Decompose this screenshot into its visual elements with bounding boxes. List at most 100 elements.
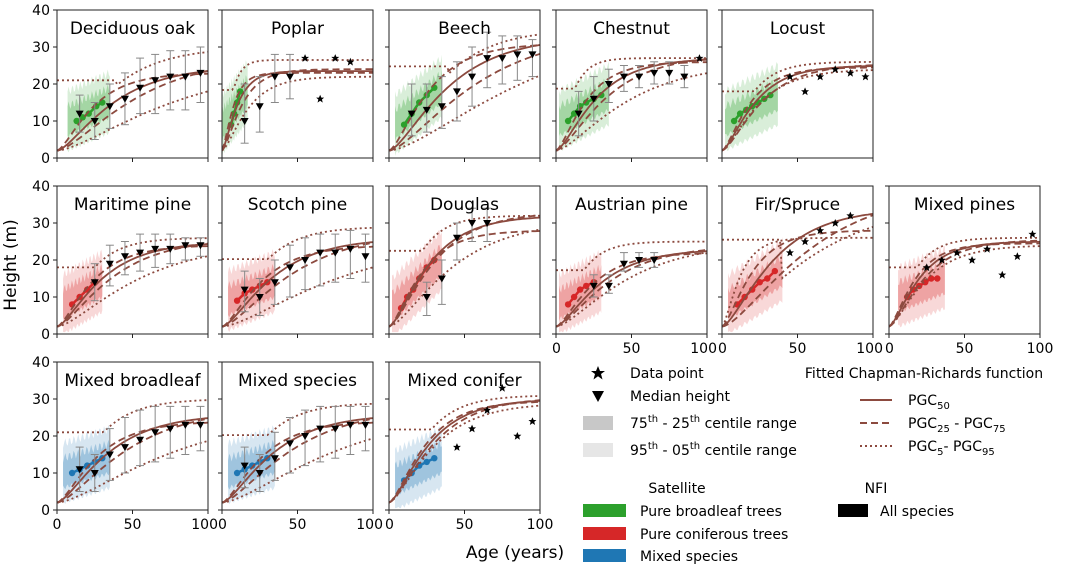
fit-curve-p05	[889, 245, 1040, 328]
median-height-marker	[604, 282, 613, 290]
median-height-marker	[316, 425, 325, 433]
satellite-median-line	[751, 281, 761, 291]
data-point-star	[831, 219, 840, 227]
median-height-marker	[422, 294, 431, 301]
panel-plot-area	[556, 240, 707, 333]
x-tick-label: 50	[623, 341, 641, 357]
panel-grid: 0 10 20 30 40 Deciduous oak Poplar Beech Chestnu…	[32, 3, 1053, 533]
fit-curve-p75	[389, 214, 540, 328]
x-tick-label: 100	[1027, 341, 1054, 357]
y-tick-label: 10	[32, 290, 50, 306]
fit-curve-p75	[222, 417, 373, 504]
median-height-marker	[604, 81, 613, 88]
satellite-median-line	[95, 101, 103, 108]
band-95-05	[559, 61, 609, 151]
fit-curve-p95	[722, 61, 873, 93]
panel-plot-area	[389, 383, 540, 509]
fit-curve-p05	[222, 437, 373, 504]
x-tick-label: 0	[552, 341, 561, 357]
y-tick-label: 20	[32, 77, 50, 93]
fit-curve-p50	[556, 58, 707, 152]
satellite-median-line	[567, 296, 576, 306]
panel-poplar: Poplar	[218, 9, 374, 162]
legend-title-nfi: NFI	[865, 481, 888, 497]
satellite-median-line	[236, 468, 246, 475]
fit-curve-p25	[722, 229, 873, 328]
fit-curve-p95	[222, 226, 373, 260]
triangle-down-icon	[592, 391, 604, 402]
median-height-marker	[196, 69, 205, 77]
median-height-marker	[181, 73, 190, 81]
fit-curve-p50	[222, 417, 373, 504]
x-tick-label: 100	[356, 517, 383, 533]
median-height-marker	[680, 73, 689, 81]
median-height-marker	[316, 249, 325, 257]
legend-label-data-point: Data point	[630, 366, 704, 382]
panel-plot-area	[57, 46, 208, 153]
satellite-median-line	[585, 281, 595, 288]
median-height-marker	[301, 433, 310, 440]
median-height-marker	[255, 470, 264, 477]
legend-item-mixed: Mixed species	[583, 549, 738, 565]
median-height-marker	[513, 51, 522, 59]
data-point-star	[468, 424, 477, 433]
median-height-marker	[407, 110, 416, 118]
fit-curve-p95	[389, 395, 540, 431]
data-point-star	[801, 87, 810, 96]
fit-curve-p50	[222, 70, 373, 151]
median-height-marker	[120, 444, 129, 452]
data-point-star	[998, 270, 1007, 279]
median-height-marker	[136, 436, 145, 444]
median-height-marker	[361, 421, 370, 429]
median-height-marker	[483, 220, 492, 227]
legend-label-nfi: All species	[880, 504, 954, 520]
x-tick-label: 100	[856, 341, 883, 357]
x-tick-label: 0	[885, 341, 894, 357]
median-height-marker	[166, 425, 175, 433]
fit-curve-p05	[556, 251, 707, 328]
star-icon	[591, 366, 605, 380]
median-height-marker	[136, 249, 145, 257]
median-height-marker	[437, 103, 446, 111]
median-height-marker	[346, 245, 355, 253]
fit-curve-p50	[389, 44, 540, 152]
fit-curve-p95	[556, 57, 707, 90]
fit-curve-p05	[389, 74, 540, 152]
data-point-star	[483, 406, 492, 414]
median-height-marker	[90, 470, 99, 477]
data-point-star	[937, 256, 946, 264]
panel-plot-area	[222, 402, 373, 505]
median-height-marker	[120, 253, 129, 261]
satellite-median-line	[403, 112, 413, 126]
x-tick-label: 50	[289, 517, 307, 533]
median-height-marker	[437, 275, 446, 283]
x-axis-label: Age (years)	[466, 543, 564, 563]
x-tick-label: 50	[789, 341, 807, 357]
median-height-marker	[574, 110, 583, 118]
fit-curve-p50	[722, 213, 873, 328]
data-point-star	[331, 54, 340, 62]
median-height-marker	[270, 73, 279, 81]
fit-curve-p25	[556, 252, 707, 328]
panel-title: Poplar	[271, 19, 324, 39]
x-tick-label: 0	[53, 517, 62, 533]
median-height-marker	[301, 257, 310, 264]
fit-curve-p75	[889, 239, 1040, 328]
satellite-median-line	[244, 464, 253, 471]
median-height-marker	[270, 279, 279, 287]
fit-curve-p05	[222, 266, 373, 328]
legend: Data point Median height 75th - 25th cen…	[583, 366, 1043, 565]
y-tick-label: 0	[41, 327, 50, 343]
x-tick-label: 0	[718, 341, 727, 357]
satellite-median-line	[766, 270, 776, 280]
x-tick-label: 100	[191, 517, 218, 533]
y-tick-label: 40	[32, 179, 50, 195]
legend-label-pgc25-75: PGC25 - PGC75	[908, 416, 1006, 435]
median-height-marker	[166, 73, 175, 81]
fit-curve-p75	[57, 70, 208, 152]
median-height-marker	[528, 51, 537, 59]
median-height-marker	[452, 88, 461, 96]
panel-title: Mixed broadleaf	[64, 371, 201, 391]
legend-item-conifer: Pure coniferous trees	[583, 527, 788, 543]
